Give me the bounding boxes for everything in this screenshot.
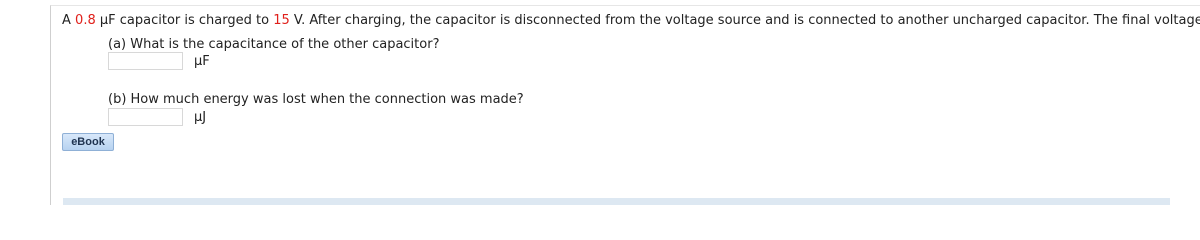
text: A bbox=[62, 13, 71, 28]
bottom-bar bbox=[63, 198, 1170, 205]
given-value: 15 bbox=[273, 13, 290, 28]
question-label: (a) What is the capacitance of the other… bbox=[108, 37, 440, 52]
answer-input[interactable] bbox=[108, 108, 183, 126]
question-frame bbox=[50, 5, 1200, 205]
text: μF capacitor is charged to bbox=[99, 13, 270, 28]
question-label: (b) How much energy was lost when the co… bbox=[108, 92, 524, 107]
unit: μJ bbox=[194, 110, 207, 125]
page: A 0.8 μF capacitor is charged to 15 V. A… bbox=[50, 5, 1200, 205]
unit: μF bbox=[194, 54, 210, 69]
problem-text: A 0.8 μF capacitor is charged to 15 V. A… bbox=[62, 13, 1200, 28]
text: V. After charging, the capacitor is disc… bbox=[293, 13, 1200, 28]
given-value: 0.8 bbox=[75, 13, 96, 28]
ebook-button[interactable]: eBook bbox=[62, 133, 114, 151]
answer-input[interactable] bbox=[108, 52, 183, 70]
